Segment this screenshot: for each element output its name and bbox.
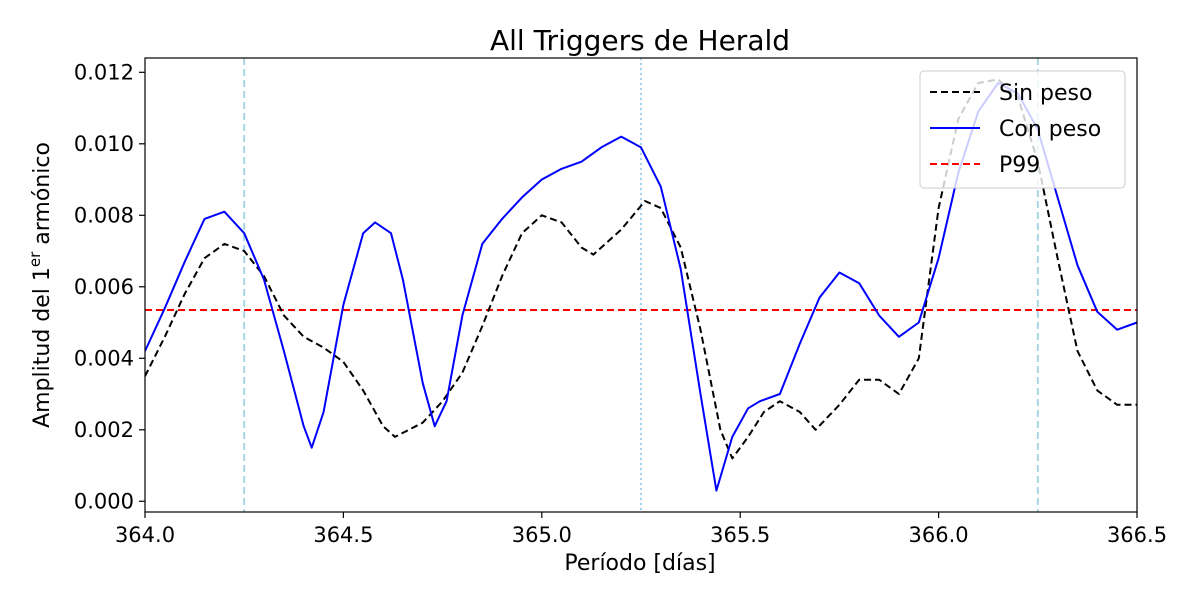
x-tick-label: 365.0	[512, 523, 572, 547]
y-tick-label: 0.006	[74, 275, 134, 299]
plot-frame	[144, 57, 1138, 513]
x-tick-label: 366.5	[1107, 523, 1167, 547]
y-tick-label: 0.002	[74, 418, 134, 442]
legend: Sin peso Con peso P99	[919, 70, 1126, 189]
legend-label: P99	[999, 153, 1040, 178]
legend-label: Sin peso	[999, 81, 1092, 106]
y-tick-label: 0.012	[74, 60, 134, 84]
x-tick-label: 365.5	[710, 523, 770, 547]
y-axis-label-tail: armónico	[30, 142, 55, 252]
y-axis-label-main: Amplitud del 1	[30, 267, 55, 428]
y-axis-label-superscript: er	[26, 251, 44, 267]
x-axis-label: Período [días]	[564, 551, 715, 576]
x-tick-label: 364.5	[313, 523, 373, 547]
x-tick-label: 364.0	[115, 523, 175, 547]
y-tick-label: 0.008	[74, 203, 134, 227]
y-tick-label: 0.000	[74, 489, 134, 513]
legend-box	[919, 70, 1126, 189]
y-tick-label: 0.010	[74, 132, 134, 156]
legend-label: Con peso	[999, 117, 1101, 142]
y-tick-label: 0.004	[74, 346, 134, 370]
x-tick-label: 366.0	[909, 523, 969, 547]
y-axis-label: Amplitud del 1er armónico	[26, 142, 55, 428]
chart-title: All Triggers de Herald	[490, 24, 790, 57]
